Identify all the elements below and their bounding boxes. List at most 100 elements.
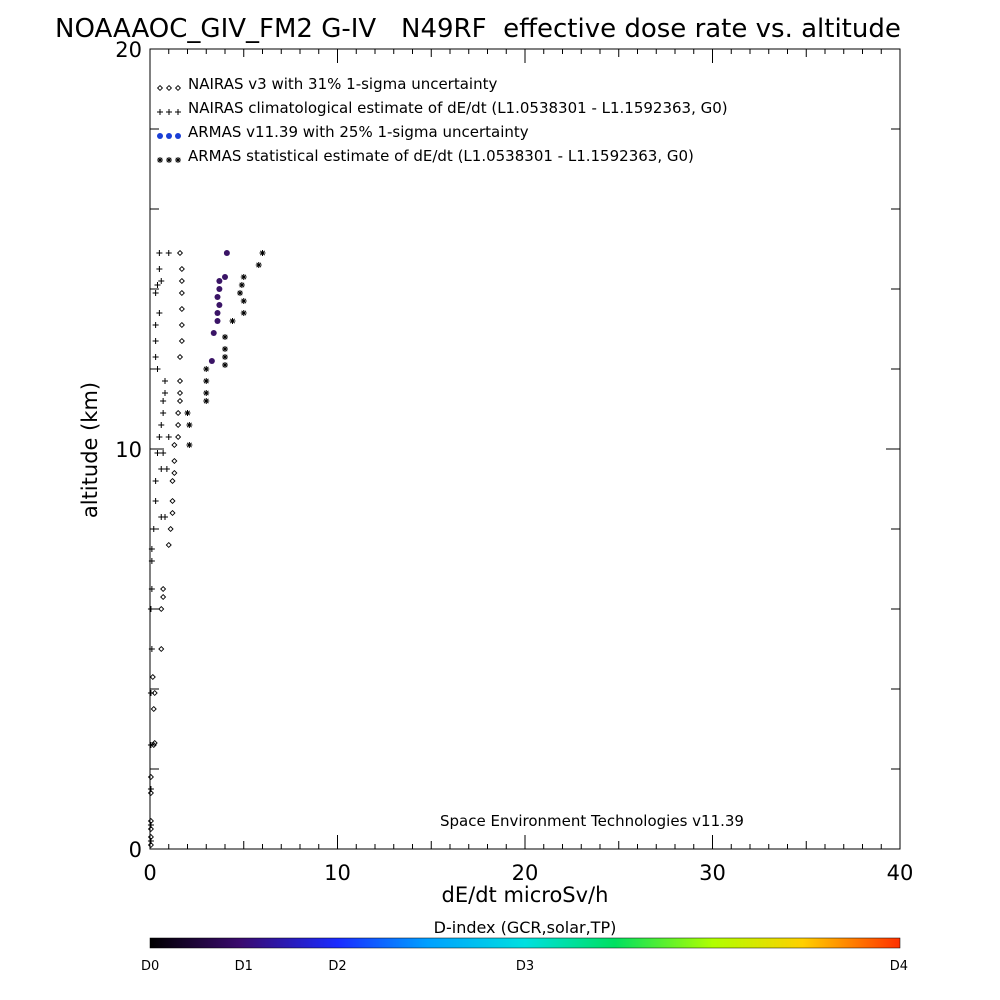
y-tick-label: 0 xyxy=(129,838,142,862)
colorbar-label: D2 xyxy=(328,959,346,974)
y-tick-label: 20 xyxy=(115,38,142,62)
nairas-climatological-point xyxy=(154,366,161,372)
colorbar-title: D-index (GCR,solar,TP) xyxy=(434,918,617,937)
colorbar-label: D1 xyxy=(235,959,253,974)
nairas-climatological-point xyxy=(158,278,165,284)
x-tick-label: 20 xyxy=(512,861,539,885)
nairas-v3-point xyxy=(151,689,158,697)
legend-marker xyxy=(175,157,181,163)
legend-marker xyxy=(175,133,181,139)
nairas-climatological-point xyxy=(165,434,172,440)
armas-statistical-point xyxy=(222,346,228,352)
legend-marker xyxy=(166,157,172,163)
nairas-climatological-point xyxy=(148,586,155,592)
legend-label: NAIRAS climatological estimate of dE/dt … xyxy=(188,99,728,117)
nairas-climatological-point xyxy=(148,546,155,552)
x-tick-label: 10 xyxy=(324,861,351,885)
armas-statistical-point xyxy=(237,290,243,296)
nairas-v3-point xyxy=(176,389,184,397)
series-armas xyxy=(208,250,230,364)
armas-point xyxy=(214,294,221,300)
nairas-v3-point xyxy=(147,825,154,833)
nairas-v3-point xyxy=(158,605,165,613)
nairas-climatological-point xyxy=(147,742,154,748)
y-tick-label: 10 xyxy=(115,438,142,462)
nairas-climatological-point xyxy=(152,322,159,328)
legend-label: ARMAS statistical estimate of dE/dt (L1.… xyxy=(188,147,694,165)
nairas-climatological-point xyxy=(162,378,168,384)
armas-point xyxy=(208,358,215,364)
legend-marker xyxy=(175,109,181,115)
y-axis-label: altitude (km) xyxy=(78,382,102,518)
armas-point xyxy=(214,318,221,324)
legend-item: NAIRAS climatological estimate of dE/dt … xyxy=(157,99,728,117)
nairas-v3-point xyxy=(176,377,184,385)
x-tick-label: 0 xyxy=(143,861,156,885)
series-nairas-v3 xyxy=(147,249,185,849)
nairas-climatological-point xyxy=(148,558,155,564)
nairas-climatological-point xyxy=(160,410,167,416)
armas-statistical-point xyxy=(222,334,228,340)
nairas-climatological-point xyxy=(152,290,159,296)
nairas-v3-point xyxy=(178,289,185,297)
series-nairas-climatological xyxy=(147,250,172,844)
legend-marker xyxy=(157,133,163,139)
nairas-v3-point xyxy=(176,397,184,405)
nairas-climatological-point xyxy=(147,690,154,696)
nairas-climatological-point xyxy=(152,478,159,484)
nairas-v3-point xyxy=(175,409,182,417)
y-tick-labels: 0 10 20 xyxy=(115,38,142,862)
legend-item: ARMAS v11.39 with 25% 1-sigma uncertaint… xyxy=(157,123,529,141)
legend-marker xyxy=(166,133,172,139)
nairas-climatological-point xyxy=(158,466,165,472)
armas-statistical-point xyxy=(203,366,210,372)
colorbar-labels: D0 D1 D2 D3 D4 xyxy=(141,959,908,974)
armas-statistical-point xyxy=(222,362,228,368)
nairas-climatological-point xyxy=(152,338,159,344)
x-tick-labels: 0 10 20 30 40 xyxy=(143,861,913,885)
armas-statistical-point xyxy=(184,410,191,416)
nairas-v3-point xyxy=(171,441,178,449)
armas-statistical-point xyxy=(259,250,266,256)
armas-statistical-point xyxy=(240,274,247,280)
legend-item: ARMAS statistical estimate of dE/dt (L1.… xyxy=(157,147,694,165)
armas-point xyxy=(216,286,223,292)
x-axis-label: dE/dt microSv/h xyxy=(442,883,609,907)
nairas-v3-point xyxy=(147,841,154,849)
armas-point xyxy=(222,274,228,280)
legend-marker xyxy=(166,109,172,115)
nairas-v3-point xyxy=(158,645,165,653)
nairas-climatological-point xyxy=(156,250,163,256)
armas-statistical-point xyxy=(240,310,247,316)
nairas-v3-point xyxy=(175,421,182,429)
x-tick-label: 30 xyxy=(699,861,726,885)
series-armas-statistical xyxy=(184,250,266,448)
nairas-climatological-point xyxy=(147,606,154,612)
nairas-climatological-point xyxy=(147,822,154,828)
nairas-climatological-point xyxy=(163,466,170,472)
nairas-v3-point xyxy=(171,457,178,465)
nairas-v3-point xyxy=(167,525,174,533)
nairas-v3-point xyxy=(160,593,167,601)
nairas-climatological-point xyxy=(162,390,168,396)
nairas-v3-point xyxy=(160,585,167,593)
armas-statistical-point xyxy=(186,422,193,428)
nairas-v3-point xyxy=(165,541,172,549)
credit-annotation: Space Environment Technologies v11.39 xyxy=(440,812,744,830)
axis-ticks xyxy=(149,48,901,850)
armas-statistical-point xyxy=(203,390,210,396)
armas-statistical-point xyxy=(255,262,262,268)
armas-statistical-point xyxy=(203,378,210,384)
nairas-climatological-point xyxy=(148,646,155,652)
nairas-climatological-point xyxy=(158,422,165,428)
armas-point xyxy=(216,278,223,284)
nairas-v3-point xyxy=(151,739,158,747)
nairas-v3-point xyxy=(169,497,176,505)
legend-marker xyxy=(157,109,163,115)
nairas-climatological-point xyxy=(152,498,159,504)
nairas-v3-point xyxy=(169,477,176,485)
nairas-climatological-point xyxy=(154,282,161,288)
nairas-v3-point xyxy=(171,469,178,477)
colorbar-label: D4 xyxy=(890,959,908,974)
